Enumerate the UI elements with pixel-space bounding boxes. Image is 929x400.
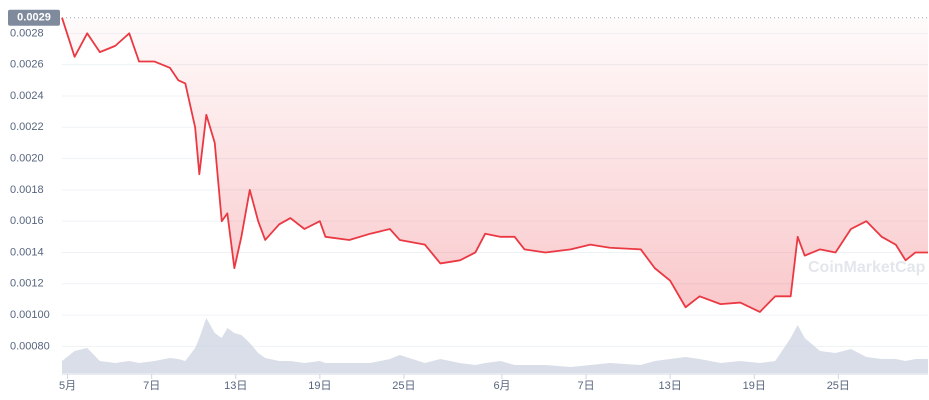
x-tick-label: 13日	[224, 380, 247, 392]
watermark: CoinMarketCap	[808, 259, 926, 276]
y-tick-label: 0.00100	[10, 309, 50, 321]
x-tick-label: 6月	[493, 380, 510, 392]
x-tick-label: 25日	[827, 380, 850, 392]
volume-area	[62, 318, 928, 373]
x-tick-label: 19日	[308, 380, 331, 392]
price-marker-label: 0.0029	[17, 12, 51, 24]
price-line	[61, 17, 928, 313]
y-tick-label: 0.0014	[10, 246, 44, 258]
y-tick-label: 0.0028	[10, 27, 44, 39]
y-tick-label: 0.0018	[10, 184, 44, 196]
y-tick-label: 0.0012	[10, 278, 44, 290]
y-tick-label: 0.0020	[10, 152, 44, 164]
y-tick-label: 0.00080	[10, 340, 50, 352]
y-tick-label: 0.0022	[10, 121, 44, 133]
x-tick-label: 5月	[59, 380, 76, 392]
x-tick-label: 7日	[578, 380, 595, 392]
y-tick-label: 0.0024	[10, 90, 44, 102]
y-tick-label: 0.0026	[10, 59, 44, 71]
x-tick-label: 25日	[392, 380, 415, 392]
price-fill	[62, 17, 928, 312]
x-tick-label: 7日	[143, 380, 160, 392]
price-marker-box	[8, 9, 60, 26]
x-tick-label: 19日	[743, 380, 766, 392]
y-tick-label: 0.0016	[10, 215, 44, 227]
x-tick-label: 13日	[659, 380, 682, 392]
